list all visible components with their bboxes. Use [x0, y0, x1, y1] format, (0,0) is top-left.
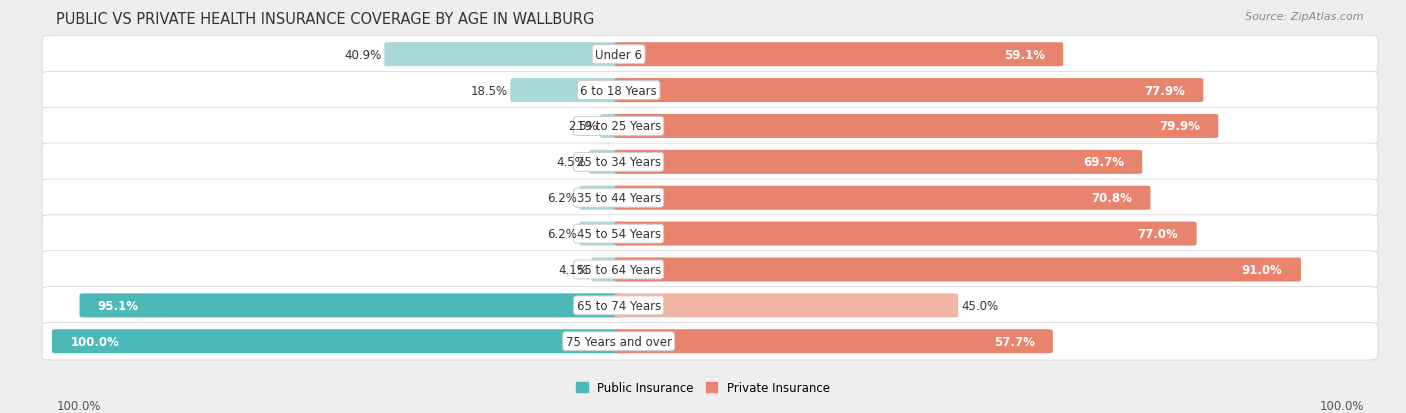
- Text: 6.2%: 6.2%: [547, 192, 576, 205]
- FancyBboxPatch shape: [42, 144, 1378, 181]
- FancyBboxPatch shape: [614, 294, 959, 318]
- FancyBboxPatch shape: [614, 43, 1063, 67]
- Text: 35 to 44 Years: 35 to 44 Years: [576, 192, 661, 205]
- Text: 59.1%: 59.1%: [1004, 49, 1045, 62]
- Text: 100.0%: 100.0%: [70, 335, 120, 348]
- FancyBboxPatch shape: [42, 215, 1378, 253]
- Text: 69.7%: 69.7%: [1083, 156, 1123, 169]
- FancyBboxPatch shape: [600, 115, 623, 139]
- FancyBboxPatch shape: [579, 186, 623, 210]
- Text: 18.5%: 18.5%: [471, 84, 508, 97]
- Text: 77.0%: 77.0%: [1137, 228, 1178, 240]
- Text: 70.8%: 70.8%: [1091, 192, 1132, 205]
- FancyBboxPatch shape: [592, 258, 623, 282]
- FancyBboxPatch shape: [614, 222, 1197, 246]
- Text: 45.0%: 45.0%: [962, 299, 998, 312]
- Text: Source: ZipAtlas.com: Source: ZipAtlas.com: [1246, 12, 1364, 22]
- Text: 100.0%: 100.0%: [1319, 399, 1364, 411]
- FancyBboxPatch shape: [614, 330, 1053, 354]
- Text: 4.5%: 4.5%: [557, 156, 586, 169]
- FancyBboxPatch shape: [614, 79, 1204, 103]
- FancyBboxPatch shape: [42, 323, 1378, 360]
- Text: 65 to 74 Years: 65 to 74 Years: [576, 299, 661, 312]
- FancyBboxPatch shape: [384, 43, 623, 67]
- FancyBboxPatch shape: [42, 108, 1378, 145]
- Text: 95.1%: 95.1%: [98, 299, 139, 312]
- FancyBboxPatch shape: [42, 287, 1378, 324]
- FancyBboxPatch shape: [614, 150, 1142, 174]
- Text: Under 6: Under 6: [595, 49, 643, 62]
- Text: 4.1%: 4.1%: [558, 263, 589, 276]
- FancyBboxPatch shape: [614, 186, 1150, 210]
- FancyBboxPatch shape: [42, 180, 1378, 217]
- FancyBboxPatch shape: [589, 150, 623, 174]
- Text: 57.7%: 57.7%: [994, 335, 1035, 348]
- Text: 6 to 18 Years: 6 to 18 Years: [581, 84, 657, 97]
- Text: 25 to 34 Years: 25 to 34 Years: [576, 156, 661, 169]
- Text: 79.9%: 79.9%: [1159, 120, 1199, 133]
- Text: 100.0%: 100.0%: [56, 399, 101, 411]
- FancyBboxPatch shape: [579, 222, 623, 246]
- FancyBboxPatch shape: [52, 330, 623, 354]
- Text: 91.0%: 91.0%: [1241, 263, 1282, 276]
- Text: 6.2%: 6.2%: [547, 228, 576, 240]
- Text: 2.5%: 2.5%: [568, 120, 598, 133]
- Text: 75 Years and over: 75 Years and over: [565, 335, 672, 348]
- FancyBboxPatch shape: [42, 72, 1378, 109]
- FancyBboxPatch shape: [510, 79, 623, 103]
- Text: 45 to 54 Years: 45 to 54 Years: [576, 228, 661, 240]
- Legend: Public Insurance, Private Insurance: Public Insurance, Private Insurance: [571, 377, 835, 399]
- FancyBboxPatch shape: [42, 36, 1378, 74]
- Text: 40.9%: 40.9%: [344, 49, 381, 62]
- FancyBboxPatch shape: [42, 251, 1378, 289]
- FancyBboxPatch shape: [80, 294, 623, 318]
- Text: 55 to 64 Years: 55 to 64 Years: [576, 263, 661, 276]
- Text: 19 to 25 Years: 19 to 25 Years: [576, 120, 661, 133]
- FancyBboxPatch shape: [614, 258, 1301, 282]
- Text: PUBLIC VS PRIVATE HEALTH INSURANCE COVERAGE BY AGE IN WALLBURG: PUBLIC VS PRIVATE HEALTH INSURANCE COVER…: [56, 12, 595, 27]
- Text: 77.9%: 77.9%: [1144, 84, 1185, 97]
- FancyBboxPatch shape: [614, 115, 1218, 139]
